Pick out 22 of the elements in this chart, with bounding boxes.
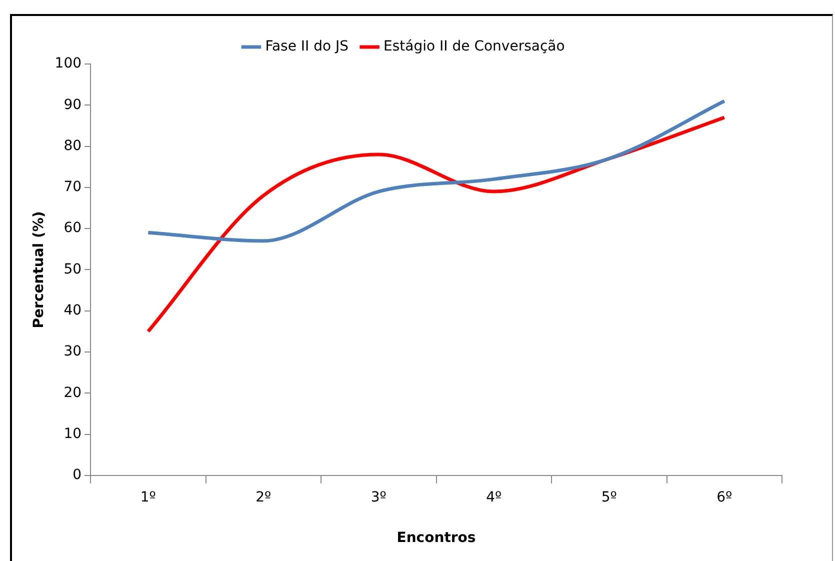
y-tick-label: 40 bbox=[64, 302, 82, 318]
y-tick-label: 70 bbox=[64, 179, 82, 196]
y-tick-label: 90 bbox=[64, 96, 82, 113]
x-tick-label: 3º bbox=[370, 489, 386, 506]
y-tick-label: 100 bbox=[54, 56, 82, 72]
line-series bbox=[146, 99, 726, 243]
legend-label: Fase II do JS bbox=[265, 38, 349, 55]
x-axis-title: Encontros bbox=[396, 530, 476, 546]
x-tick-label: 4º bbox=[486, 489, 502, 506]
x-tick-label: 1º bbox=[140, 489, 156, 506]
y-tick-label: 0 bbox=[72, 467, 82, 484]
x-tick-label: 2º bbox=[256, 489, 272, 506]
x-tick-label: 6º bbox=[716, 489, 732, 506]
y-axis-title: Percentual (%) bbox=[31, 211, 48, 328]
y-tick-label: 20 bbox=[64, 384, 82, 401]
y-tick-label: 60 bbox=[64, 220, 82, 236]
y-tick-label: 50 bbox=[64, 261, 82, 278]
y-tick-label: 80 bbox=[64, 138, 82, 154]
x-tick-label: 5º bbox=[601, 489, 617, 506]
legend-label: Estágio II de Conversação bbox=[384, 38, 565, 55]
y-tick-label: 10 bbox=[64, 426, 82, 442]
y-tick-label: 30 bbox=[64, 344, 82, 360]
